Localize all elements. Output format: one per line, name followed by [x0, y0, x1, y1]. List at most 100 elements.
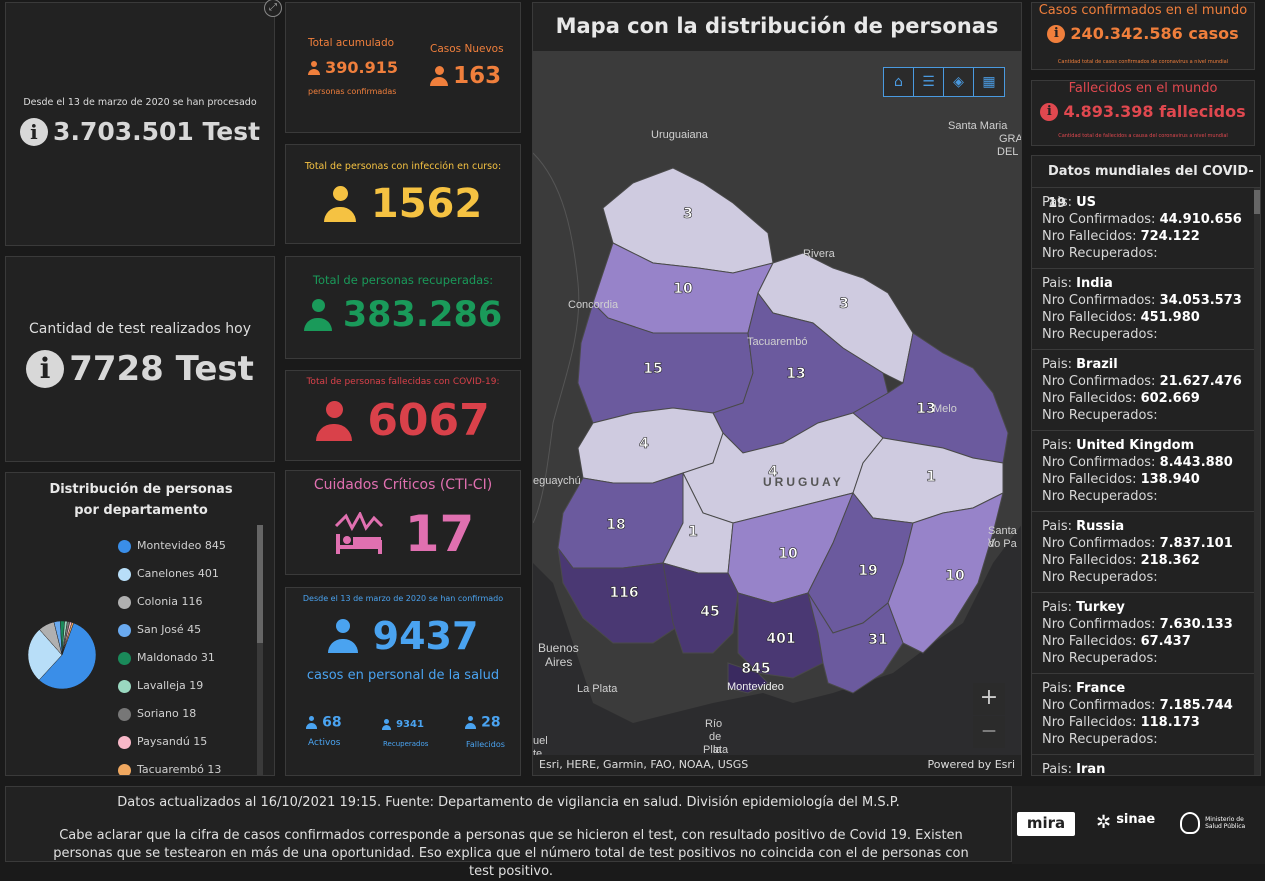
- map-place-label: Aires: [545, 655, 573, 669]
- pie-slice[interactable]: [27, 629, 63, 681]
- map-place-label: Rivera: [803, 248, 835, 260]
- world-country-field: Nro Confirmados: 7.837.101: [1042, 536, 1233, 551]
- department-value-label: 845: [741, 661, 770, 677]
- legend-item[interactable]: San José 45: [118, 622, 201, 638]
- world-country-item[interactable]: Pais: US Nro Confirmados: 44.910.656 Nro F…: [1032, 188, 1260, 269]
- map-toolbar: ⌂ ☰ ◈ ▦: [883, 67, 1005, 97]
- list-icon[interactable]: ☰: [914, 68, 944, 96]
- qr-icon[interactable]: ▦: [982, 74, 996, 90]
- legend-item[interactable]: Lavalleja 19: [118, 678, 203, 694]
- attribution-text: Esri, HERE, Garmin, FAO, NOAA, USGS: [539, 758, 749, 771]
- powered-by-esri[interactable]: Powered by Esri: [927, 758, 1015, 771]
- msp-logo-text: Ministerio de Salud Pública: [1205, 816, 1246, 830]
- footer-panel: Datos actualizados al 16/10/2021 19:15. …: [5, 786, 1012, 879]
- legend-swatch: [118, 679, 131, 693]
- dept-san-jose[interactable]: [662, 562, 739, 654]
- deaths-value: 6067: [367, 395, 490, 446]
- world-country-field: Nro Confirmados: 7.630.133: [1042, 617, 1233, 632]
- legend-swatch: [118, 539, 131, 553]
- world-country-item[interactable]: Pais: Russia Nro Confirmados: 7.837.101 Nr…: [1032, 512, 1260, 593]
- world-country-item[interactable]: Pais: United Kingdom Nro Confirmados: 8.4…: [1032, 431, 1260, 512]
- world-country-field: Nro Fallecidos: 451.980: [1042, 310, 1200, 325]
- world-country-field: Nro Recuperados:: [1042, 246, 1158, 261]
- health-recuperados-label: Recuperados: [383, 740, 429, 748]
- world-country-field: Pais: India: [1042, 276, 1113, 291]
- legend-scrollbar[interactable]: [257, 525, 263, 775]
- legend-item[interactable]: Maldonado 31: [118, 650, 215, 666]
- info-icon: i: [19, 117, 48, 146]
- world-country-item[interactable]: Pais: Brazil Nro Confirmados: 21.627.476 N…: [1032, 350, 1260, 431]
- world-list-title: Datos mundiales del COVID-19: [1032, 156, 1260, 211]
- map-attribution: Esri, HERE, Garmin, FAO, NOAA, USGS Powe…: [533, 755, 1021, 775]
- legend-label: San José 45: [137, 623, 202, 636]
- layers-icon[interactable]: ◈: [944, 68, 974, 96]
- department-value-label: 1: [688, 524, 698, 540]
- department-value-label: 18: [606, 517, 625, 533]
- home-icon[interactable]: ⌂: [884, 68, 914, 96]
- distribution-panel: Distribución de personas por departament…: [5, 472, 275, 776]
- world-country-item[interactable]: Pais: France Nro Confirmados: 7.185.744 Nr…: [1032, 674, 1260, 755]
- department-value-label: 13: [786, 366, 805, 382]
- casos-nuevos-value: 163: [453, 63, 502, 89]
- world-country-field: Nro Fallecidos: 118.173: [1042, 715, 1200, 730]
- world-country-field: Nro Confirmados: 34.053.573: [1042, 293, 1242, 308]
- department-value-label: 13: [916, 401, 935, 417]
- total-acumulado-sub: personas confirmadas: [308, 87, 397, 96]
- dept-montevideo[interactable]: [727, 662, 769, 694]
- recovered-value: 383.286: [342, 295, 503, 335]
- pie-slice[interactable]: [61, 622, 74, 656]
- legend-item[interactable]: Soriano 18: [118, 706, 196, 722]
- info-icon: i: [1040, 102, 1059, 121]
- deaths-panel: Total de personas fallecidas con COVID-1…: [285, 370, 521, 461]
- world-country-field: Nro Fallecidos: 724.122: [1042, 229, 1200, 244]
- person-icon: [327, 619, 358, 653]
- legend-swatch: [118, 595, 131, 609]
- health-staff-value: 9437: [372, 614, 479, 658]
- world-country-field: Nro Fallecidos: 67.437: [1042, 634, 1191, 649]
- map-panel[interactable]: 3 10 3 15 13 13 4 4 1 18 1 10 19 10 116 45 401 31 845 Mapa…: [532, 2, 1022, 776]
- map-place-label: Concordia: [568, 299, 619, 311]
- casos-nuevos-label: Casos Nuevos: [430, 43, 504, 55]
- expand-icon[interactable]: ⤢: [264, 0, 282, 17]
- department-value-label: 1: [926, 469, 936, 485]
- map-place-label: URUGUAY: [763, 475, 844, 489]
- legend-item[interactable]: Colonia 116: [118, 594, 202, 610]
- tests-total-value: 3.703.501 Test: [53, 117, 261, 146]
- icu-label: Cuidados Críticos (CTI-CI): [313, 477, 493, 493]
- map-place-label: uel: [533, 735, 548, 747]
- dept-rocha[interactable]: [887, 492, 1004, 654]
- zoom-out-button[interactable]: —: [973, 716, 1005, 748]
- map-place-label: te: [533, 748, 543, 760]
- footer-line2: Cabe aclarar que la cifra de casos confi…: [53, 828, 969, 879]
- legend-item[interactable]: Tacuarembó 13: [118, 762, 221, 775]
- department-value-label: 19: [858, 563, 877, 579]
- world-deaths-title: Fallecidos en el mundo: [1068, 81, 1218, 96]
- legend-label: Lavalleja 19: [137, 679, 204, 692]
- zoom-in-button[interactable]: +: [973, 683, 1005, 715]
- department-value-label: 116: [609, 585, 638, 601]
- legend-item[interactable]: Montevideo 845: [118, 538, 226, 554]
- legend-item[interactable]: Canelones 401: [118, 566, 219, 582]
- uruguay-map[interactable]: 3 10 3 15 13 13 4 4 1 18 1 10 19 10 116 45 401 31 845: [533, 3, 1022, 776]
- pie-slice[interactable]: [38, 622, 97, 690]
- distribution-pie-chart: [27, 620, 97, 690]
- icu-panel: Cuidados Críticos (CTI-CI) 17: [285, 470, 521, 575]
- world-country-item[interactable]: Pais: Turkey Nro Confirmados: 7.630.133 Nr…: [1032, 593, 1260, 674]
- world-country-field: Nro Confirmados: 8.443.880: [1042, 455, 1233, 470]
- world-list-scrollbar[interactable]: [1254, 188, 1260, 775]
- world-country-item[interactable]: Pais: IranNro Confirmados: 5.773.419: [1032, 755, 1260, 775]
- world-country-field: Nro Recuperados:: [1042, 408, 1158, 423]
- tests-today-caption: Cantidad de test realizados hoy: [29, 321, 251, 337]
- map-place-label: Buenos: [538, 641, 579, 655]
- dept-maldonado[interactable]: [807, 592, 904, 694]
- map-place-label: eguaychú: [533, 475, 581, 487]
- map-place-label: Río: [705, 718, 723, 730]
- map-place-label: GRA: [999, 133, 1022, 145]
- world-country-item[interactable]: Pais: India Nro Confirmados: 34.053.573 Nr…: [1032, 269, 1260, 350]
- world-country-field: Pais: Russia: [1042, 519, 1125, 534]
- sinae-icon: ✲: [1096, 812, 1112, 833]
- world-country-field: Nro Recuperados:: [1042, 651, 1158, 666]
- department-value-label: 15: [643, 361, 662, 377]
- health-staff-caption: Desde el 13 de marzo de 2020 se han conf…: [302, 594, 504, 603]
- legend-item[interactable]: Paysandú 15: [118, 734, 207, 750]
